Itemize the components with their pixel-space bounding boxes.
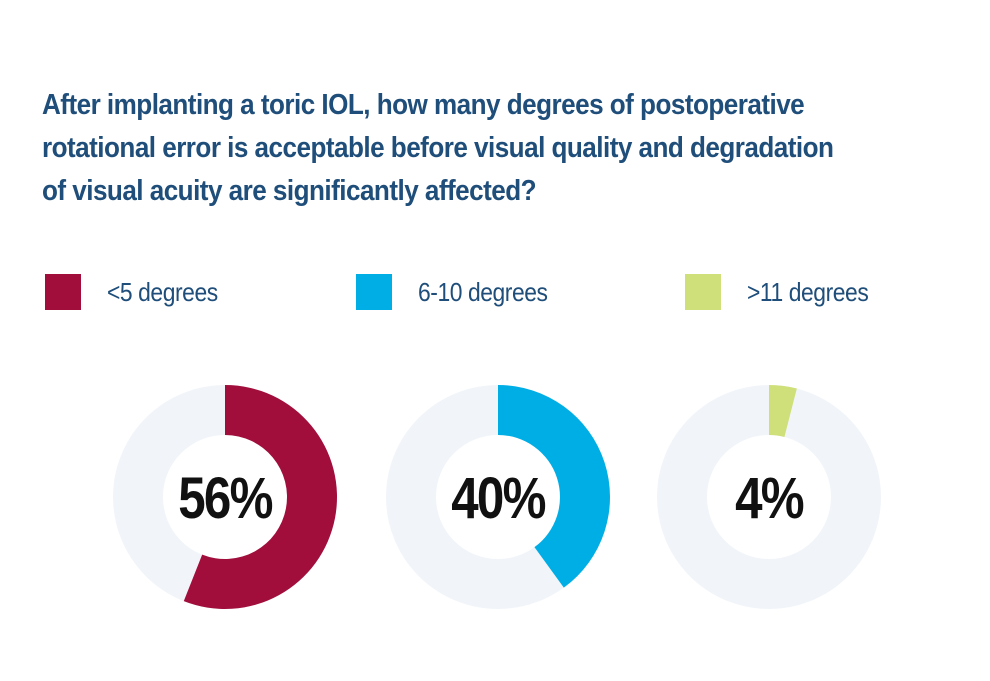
legend-label: >11 degrees [747, 276, 869, 307]
legend-swatch [685, 274, 721, 310]
legend-label: 6-10 degrees [418, 276, 548, 307]
legend-swatch [356, 274, 392, 310]
donut-segment-6-to-10 [498, 385, 610, 588]
legend-swatch [45, 274, 81, 310]
donut-segment-under-5 [183, 385, 338, 609]
legend-item-6-to-10: 6-10 degrees [356, 272, 565, 312]
donut-segment-over-11 [769, 385, 797, 437]
chart-title: After implanting a toric IOL, how many d… [42, 89, 834, 207]
legend-item-under-5: <5 degrees [45, 272, 233, 312]
donut-value-under-5: 56% [178, 466, 272, 531]
donut-value-over-11: 4% [735, 466, 804, 531]
donut-value-6-to-10: 40% [451, 466, 545, 531]
legend-item-over-11: >11 degrees [685, 272, 885, 312]
legend-label: <5 degrees [107, 276, 218, 307]
